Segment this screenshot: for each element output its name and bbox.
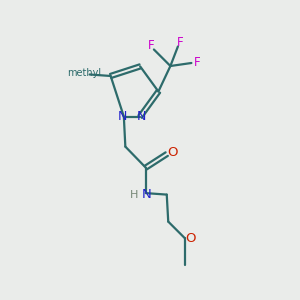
Text: O: O [185,232,195,244]
Text: O: O [167,146,177,159]
Text: N: N [118,110,127,123]
Text: F: F [177,36,184,50]
Text: F: F [194,56,200,69]
Text: N: N [142,188,151,201]
Text: F: F [148,39,155,52]
Text: methyl: methyl [67,68,101,78]
Text: N: N [137,110,146,123]
Text: H: H [130,190,138,200]
